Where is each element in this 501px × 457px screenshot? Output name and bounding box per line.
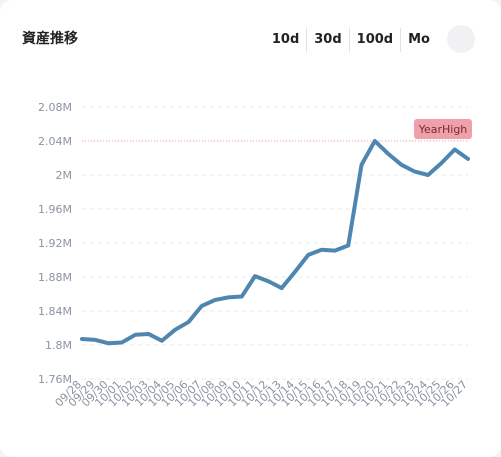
- reference-label: YearHigh: [418, 123, 468, 136]
- line: [80, 139, 470, 346]
- y-tick-label: 2.04M: [38, 135, 72, 148]
- y-tick-label: 1.96M: [38, 203, 72, 216]
- range-button[interactable]: Mo: [400, 28, 437, 52]
- range-buttons: 10d 30d 100d Mo: [265, 28, 437, 52]
- y-tick-label: 1.76M: [38, 373, 72, 386]
- y-tick-label: 1.84M: [38, 305, 72, 318]
- range-button[interactable]: 30d: [306, 28, 348, 52]
- y-tick-label: 2.08M: [38, 101, 72, 114]
- share-icon[interactable]: [447, 25, 475, 53]
- range-button[interactable]: 10d: [271, 32, 300, 47]
- range-button[interactable]: 100d: [348, 28, 400, 52]
- y-tick-label: 2M: [56, 169, 73, 182]
- card-title: 資産推移: [22, 31, 78, 47]
- y-tick-label: 1.8M: [45, 339, 72, 352]
- y-tick-label: 1.92M: [38, 237, 72, 250]
- reference-label-bg: [414, 119, 472, 139]
- y-tick-label: 1.88M: [38, 271, 72, 284]
